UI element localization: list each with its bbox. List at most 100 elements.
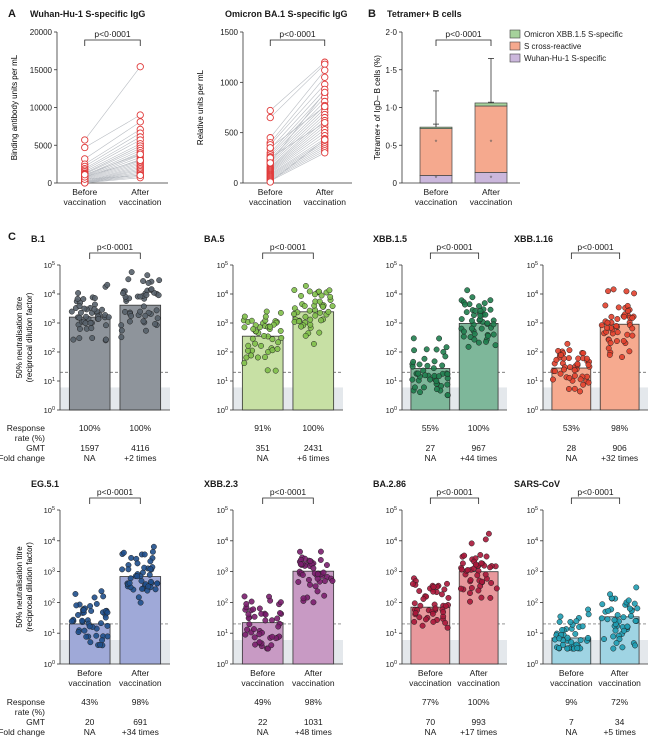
omicron-pair-line (270, 92, 325, 164)
titre-point-B.1 (102, 336, 109, 343)
y-tick-label-B.1: 105 (44, 261, 55, 270)
titre-point-SARS-CoV (574, 645, 581, 652)
titre-point-BA.2.86 (474, 572, 481, 579)
titre-point-EG.5.1 (149, 548, 156, 555)
x-label-after-EG.5.1: After (131, 668, 149, 678)
omicron-pair-line (270, 138, 325, 175)
titre-point-XBB.1.5 (422, 372, 429, 379)
titre-point-XBB.2.3 (307, 558, 314, 564)
titre-point-XBB.2.3 (306, 576, 312, 583)
wuhan-pair-line (84, 136, 141, 169)
titre-point-XBB.1.5 (471, 336, 478, 343)
titre-point-XBB.1.16 (550, 376, 556, 383)
fold-change-EG.5.1: NA (84, 727, 96, 737)
titre-point-XBB.1.5 (490, 321, 497, 328)
wuhan-x-label-before: vaccination (63, 197, 106, 207)
titre-point-BA.5 (291, 311, 297, 317)
titre-point-XBB.2.3 (277, 610, 283, 616)
titre-point-BA.2.86 (432, 605, 439, 612)
titre-point-XBB.1.16 (613, 323, 620, 329)
titre-point-BA.2.86 (422, 616, 429, 623)
omicron-pvalue: p<0·0001 (279, 29, 315, 39)
titre-point-XBB.2.3 (321, 578, 328, 584)
titre-point-SARS-CoV (625, 597, 632, 604)
titre-point-BA.5 (278, 334, 285, 341)
titre-point-B.1 (83, 313, 89, 320)
titre-point-BA.2.86 (485, 530, 492, 537)
wuhan-point-after (136, 150, 144, 158)
tetramer-y-tick-label: 2·0 (385, 28, 397, 37)
omicron-pair-line (270, 122, 325, 159)
titre-point-XBB.1.16 (575, 355, 582, 362)
x-label-before-EG.5.1: vaccination (68, 678, 111, 688)
titre-point-BA.2.86 (488, 580, 495, 586)
titre-point-B.1 (128, 269, 135, 276)
titre-point-BA.2.86 (411, 618, 418, 625)
titre-point-XBB.1.16 (571, 385, 578, 392)
titre-point-XBB.1.16 (580, 381, 587, 388)
titre-point-EG.5.1 (80, 607, 87, 614)
y-tick-label-BA.5: 105 (217, 261, 228, 270)
titre-point-SARS-CoV (559, 627, 566, 633)
titre-point-XBB.1.16 (565, 355, 572, 362)
tetramer-bar-segment (474, 102, 508, 107)
table-label-response-rate: rate (%) (15, 707, 45, 717)
titre-point-XBB.2.3 (329, 577, 336, 584)
wuhan-y-tick-label: 5000 (34, 141, 52, 150)
omicron-pair-line (270, 63, 325, 118)
y-tick-label-BA.2.86: 103 (386, 568, 397, 577)
response-rate-XBB.2.3: 49% (254, 697, 271, 707)
XBB.1.16-pvalue: p<0·0001 (577, 242, 613, 252)
titre-point-BA.2.86 (464, 567, 471, 573)
titre-point-EG.5.1 (73, 602, 80, 609)
omicron-x-label-before: vaccination (249, 197, 292, 207)
wuhan-pair-line (84, 145, 141, 174)
titre-point-XBB.1.16 (555, 347, 562, 354)
wuhan-pair-line (84, 175, 141, 180)
titre-point-EG.5.1 (104, 622, 111, 629)
titre-point-BA.2.86 (478, 594, 485, 601)
fold-change-XBB.1.16: +32 times (601, 453, 638, 463)
fold-change-XBB.2.3: +48 times (295, 727, 332, 737)
titre-point-BA.5 (252, 340, 259, 347)
titre-point-BA.5 (274, 345, 281, 352)
titre-point-EG.5.1 (141, 551, 148, 558)
titre-point-B.1 (153, 307, 160, 314)
titre-point-XBB.2.3 (252, 641, 259, 648)
titre-point-BA.2.86 (468, 540, 475, 547)
fold-change-BA.2.86: NA (424, 727, 436, 737)
x-label-after-XBB.2.3: vaccination (292, 678, 335, 688)
wuhan-pair-line (84, 160, 141, 180)
titre-point-BA.5 (248, 352, 255, 359)
titre-point-BA.5 (306, 288, 313, 295)
titre-point-B.1 (145, 280, 152, 286)
titre-point-XBB.1.5 (469, 294, 476, 301)
titre-point-B.1 (128, 312, 135, 319)
titre-point-XBB.2.3 (244, 626, 251, 633)
titre-point-BA.5 (264, 367, 271, 374)
titre-point-BA.2.86 (444, 580, 450, 587)
response-rate-EG.5.1: 98% (132, 697, 149, 707)
y-tick-label-EG.5.1: 104 (44, 537, 55, 546)
titre-point-B.1 (105, 314, 112, 321)
titre-point-SARS-CoV (612, 627, 619, 634)
titre-point-BA.2.86 (482, 571, 489, 578)
x-label-before-XBB.2.3: Before (250, 668, 275, 678)
gmt-value-XBB.1.16: 28 (567, 443, 577, 453)
titre-point-XBB.1.5 (436, 335, 443, 342)
titre-point-EG.5.1 (147, 558, 154, 565)
titre-point-XBB.2.3 (321, 592, 328, 599)
wuhan-point-after (136, 118, 144, 126)
tetramer-y-tick-label: 0·5 (385, 141, 397, 150)
titre-point-XBB.1.5 (415, 370, 422, 377)
titre-point-XBB.1.16 (580, 350, 587, 357)
fold-change-XBB.1.5: NA (424, 453, 436, 463)
titre-point-XBB.1.5 (477, 307, 484, 314)
titre-point-SARS-CoV (632, 618, 639, 624)
titre-point-EG.5.1 (127, 575, 134, 582)
titre-point-BA.5 (250, 326, 257, 333)
wuhan-pvalue: p<0·0001 (94, 29, 130, 39)
omicron-x-label-after: vaccination (303, 197, 346, 207)
panel-title-BA.5: BA.5 (204, 234, 225, 244)
titre-point-XBB.2.3 (258, 610, 265, 617)
